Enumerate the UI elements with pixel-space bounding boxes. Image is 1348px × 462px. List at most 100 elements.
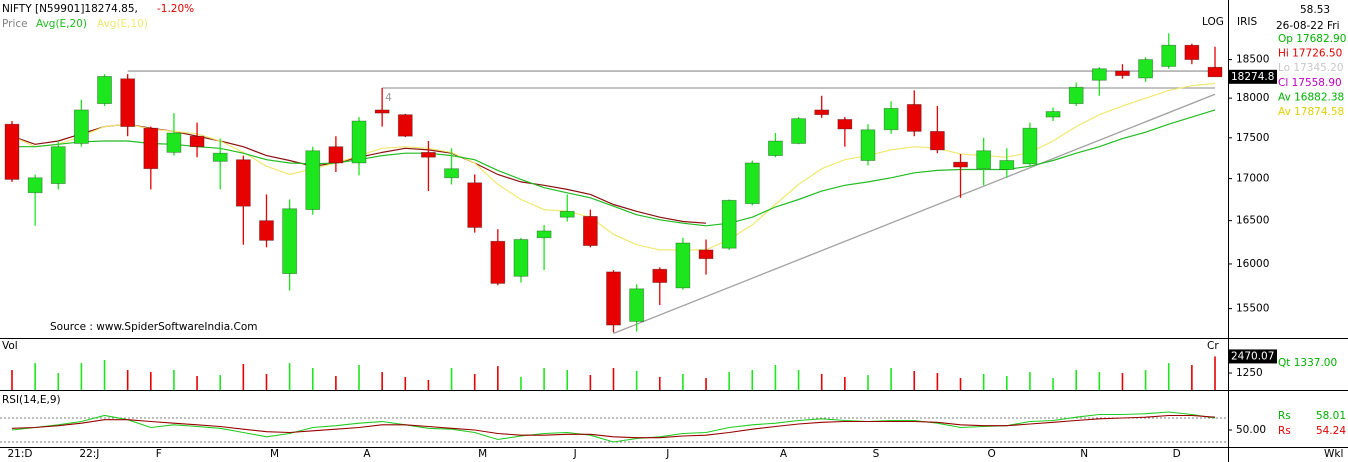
x-tick-label: M (478, 448, 487, 460)
legend-price: Price (2, 18, 28, 30)
pane-title: RSI(14,E,9) (2, 394, 61, 406)
candle-body (1207, 66, 1223, 78)
y-tick-label: 18500 (1236, 54, 1269, 66)
readout-value: 58.01 (1316, 410, 1346, 422)
legend-entry: Avg(E,10) (97, 18, 148, 30)
x-tick-label: A (780, 448, 788, 460)
info-row: Av 17874.58 (1278, 106, 1344, 118)
line-series (11, 411, 1216, 443)
y-tick-label: 17000 (1236, 173, 1269, 185)
readout-label: Rs (1278, 410, 1291, 422)
info-date: 26-08-22 Fri (1276, 20, 1340, 32)
readout-label: Rs (1278, 425, 1291, 437)
info-row: Op 17682.90 (1278, 33, 1346, 45)
candle-body (1068, 86, 1084, 105)
candle-body (4, 123, 20, 180)
y-tick-label: 18000 (1236, 92, 1269, 104)
y-tick-label: 15500 (1236, 303, 1269, 315)
candle-body (883, 107, 899, 131)
candle-body (467, 182, 483, 228)
candle-body (1161, 44, 1177, 67)
x-tick-label: J (665, 448, 669, 460)
candle-body (860, 129, 876, 161)
candle-body (582, 215, 598, 246)
candle-body (744, 162, 760, 205)
candle-body (397, 114, 413, 137)
candle-body (212, 152, 228, 162)
y-tick-label: 16500 (1236, 215, 1269, 227)
info-value: 58.53 (1300, 4, 1330, 16)
candle-body (559, 210, 575, 218)
x-tick-label: O (988, 448, 996, 460)
value-tag-label: 2470.07 (1231, 350, 1274, 362)
candle-body (374, 109, 390, 114)
readout-value: 54.24 (1316, 425, 1346, 437)
candle-body (74, 109, 89, 144)
line-series (11, 414, 1216, 439)
candle-body (27, 177, 43, 194)
candle-body (1022, 127, 1038, 165)
candle-body (1184, 44, 1200, 60)
x-tick-label: F (156, 448, 162, 460)
trendline (613, 93, 1216, 334)
candle-body (282, 208, 298, 275)
candle-body (652, 268, 668, 283)
unit-label: Cr (1207, 340, 1219, 352)
y-tick-label: 50.00 (1236, 424, 1266, 436)
candle-body (328, 146, 344, 164)
legend-entry: Avg(E,20) (36, 18, 87, 30)
value-tag-label: 18274.8 (1231, 71, 1274, 83)
candle-body (259, 220, 274, 241)
x-tick-label: 21:D (8, 448, 33, 460)
candle-body (490, 240, 506, 284)
x-tick-label: J (573, 448, 577, 460)
info-row: Hi 17726.50 (1278, 48, 1342, 60)
candle-body (536, 230, 552, 239)
candle-body (305, 150, 321, 210)
x-tick-label: 22:J (79, 448, 99, 460)
candle-body (421, 151, 436, 158)
x-tick-label: A (363, 448, 371, 460)
candle-body (976, 150, 992, 170)
candle-body (1045, 111, 1061, 118)
candle-body (1091, 68, 1107, 81)
candle-body (166, 132, 182, 153)
candle-body (235, 159, 251, 207)
candle-body (698, 249, 714, 260)
change: -1.20% (157, 3, 194, 15)
y-tick-label: 1250 (1236, 367, 1263, 379)
candle-body (606, 271, 621, 326)
info-row: Cl 17558.90 (1278, 77, 1342, 89)
candle-body (629, 288, 645, 322)
info-row: Lo 17345.20 (1278, 62, 1344, 74)
volume-readout: Qt 1337.00 (1278, 357, 1337, 369)
x-tick-label: N (1080, 448, 1088, 460)
candle-body (721, 199, 737, 249)
log-label: LOG (1202, 16, 1224, 28)
candle-body (351, 120, 367, 164)
candle-body (97, 76, 112, 105)
candle-body (120, 78, 136, 127)
candle-body (953, 161, 968, 168)
value-tag (1229, 69, 1277, 84)
pane-title: Vol (2, 340, 18, 352)
candle-body (444, 168, 459, 179)
candle-body (999, 160, 1015, 170)
source: Source : www.SpiderSoftwareIndia.Com (50, 321, 257, 333)
candle-body (929, 130, 945, 151)
iris-label: IRIS (1237, 16, 1257, 28)
candle-body (837, 119, 853, 130)
x-tick-label: M (270, 448, 279, 460)
candle-body (189, 135, 205, 148)
candle-body (1115, 70, 1130, 77)
candle-body (814, 109, 830, 116)
candle-body (1138, 59, 1153, 79)
candle-body (791, 118, 806, 144)
x-tick-label: D (1173, 448, 1181, 460)
annotation: 4 (385, 92, 392, 104)
candle-body (143, 127, 159, 170)
period-label: Wkl (1324, 448, 1343, 460)
candle-body (906, 104, 922, 132)
